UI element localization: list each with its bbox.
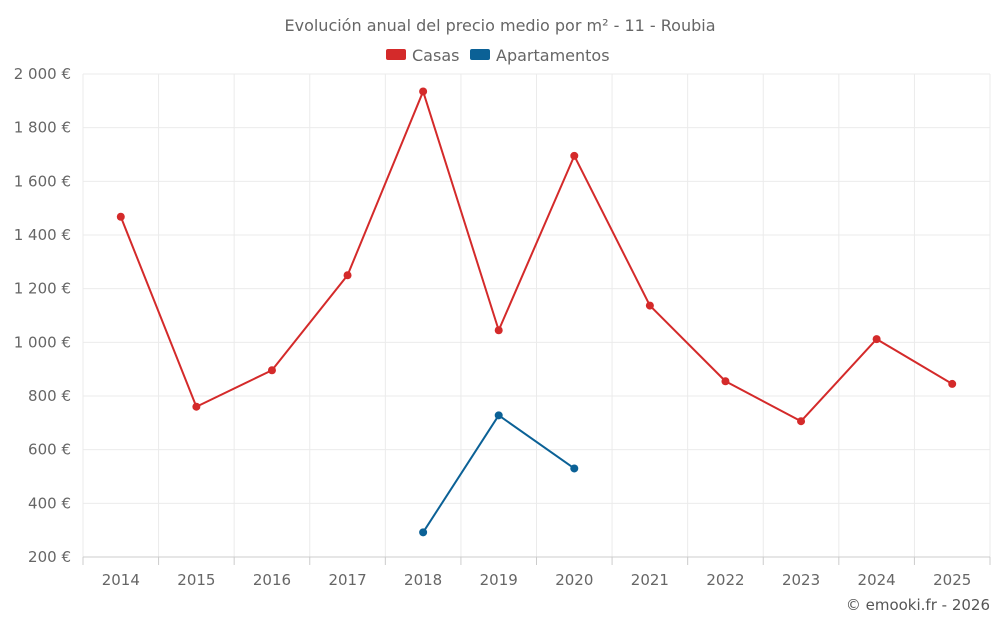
legend-item-apartamentos[interactable]: Apartamentos [470, 46, 610, 65]
data-point-casas[interactable] [494, 326, 503, 335]
x-tick-label: 2016 [253, 571, 291, 589]
series-casas [116, 87, 957, 426]
data-point-casas[interactable] [721, 377, 730, 386]
data-point-casas[interactable] [645, 301, 654, 310]
x-tick-label: 2019 [480, 571, 518, 589]
y-tick-label: 200 € [28, 548, 71, 566]
y-tick-label: 800 € [28, 387, 71, 405]
x-tick-label: 2018 [404, 571, 442, 589]
series-line-casas [119, 90, 953, 423]
x-tick-label: 2014 [102, 571, 140, 589]
legend-label-apartamentos: Apartamentos [496, 46, 610, 65]
y-tick-label: 1 800 € [14, 119, 71, 137]
legend-item-casas[interactable]: Casas [386, 46, 459, 65]
data-point-apartamentos[interactable] [494, 411, 503, 420]
data-point-casas[interactable] [116, 212, 125, 221]
x-tick-label: 2017 [328, 571, 366, 589]
y-tick-label: 1 400 € [14, 226, 71, 244]
x-tick-label: 2024 [858, 571, 896, 589]
series [116, 87, 957, 537]
credit-text: © emooki.fr - 2026 [846, 596, 990, 614]
axes: 200 € 400 € 600 € 800 € 1 000 € 1 200 € 1 400 … [14, 65, 991, 589]
data-point-apartamentos[interactable] [419, 528, 428, 537]
x-tick-label: 2020 [555, 571, 593, 589]
legend-swatch-apartamentos [470, 49, 490, 60]
x-tick-label: 2025 [933, 571, 971, 589]
y-tick-label: 600 € [28, 441, 71, 459]
chart-title: Evolución anual del precio medio por m² … [284, 16, 715, 35]
data-point-casas[interactable] [343, 271, 352, 280]
y-tick-label: 2 000 € [14, 65, 71, 83]
series-line-apartamentos [422, 414, 575, 533]
x-tick-label: 2023 [782, 571, 820, 589]
x-tick-label: 2015 [177, 571, 215, 589]
data-point-apartamentos[interactable] [570, 464, 579, 473]
data-point-casas[interactable] [419, 87, 428, 96]
x-tick-label: 2021 [631, 571, 669, 589]
data-point-casas[interactable] [192, 402, 201, 411]
series-apartamentos [419, 411, 579, 537]
legend-swatch-casas [386, 49, 406, 60]
x-tick-label: 2022 [706, 571, 744, 589]
data-point-casas[interactable] [948, 379, 957, 388]
grid [82, 73, 991, 557]
data-point-casas[interactable] [267, 366, 276, 375]
legend: Casas Apartamentos [386, 46, 610, 65]
y-tick-label: 1 600 € [14, 172, 71, 190]
data-point-casas[interactable] [872, 335, 881, 344]
data-point-casas[interactable] [797, 417, 806, 426]
y-tick-label: 1 200 € [14, 280, 71, 298]
data-point-casas[interactable] [570, 151, 579, 160]
y-tick-label: 400 € [28, 494, 71, 512]
y-tick-label: 1 000 € [14, 333, 71, 351]
legend-label-casas: Casas [412, 46, 459, 65]
